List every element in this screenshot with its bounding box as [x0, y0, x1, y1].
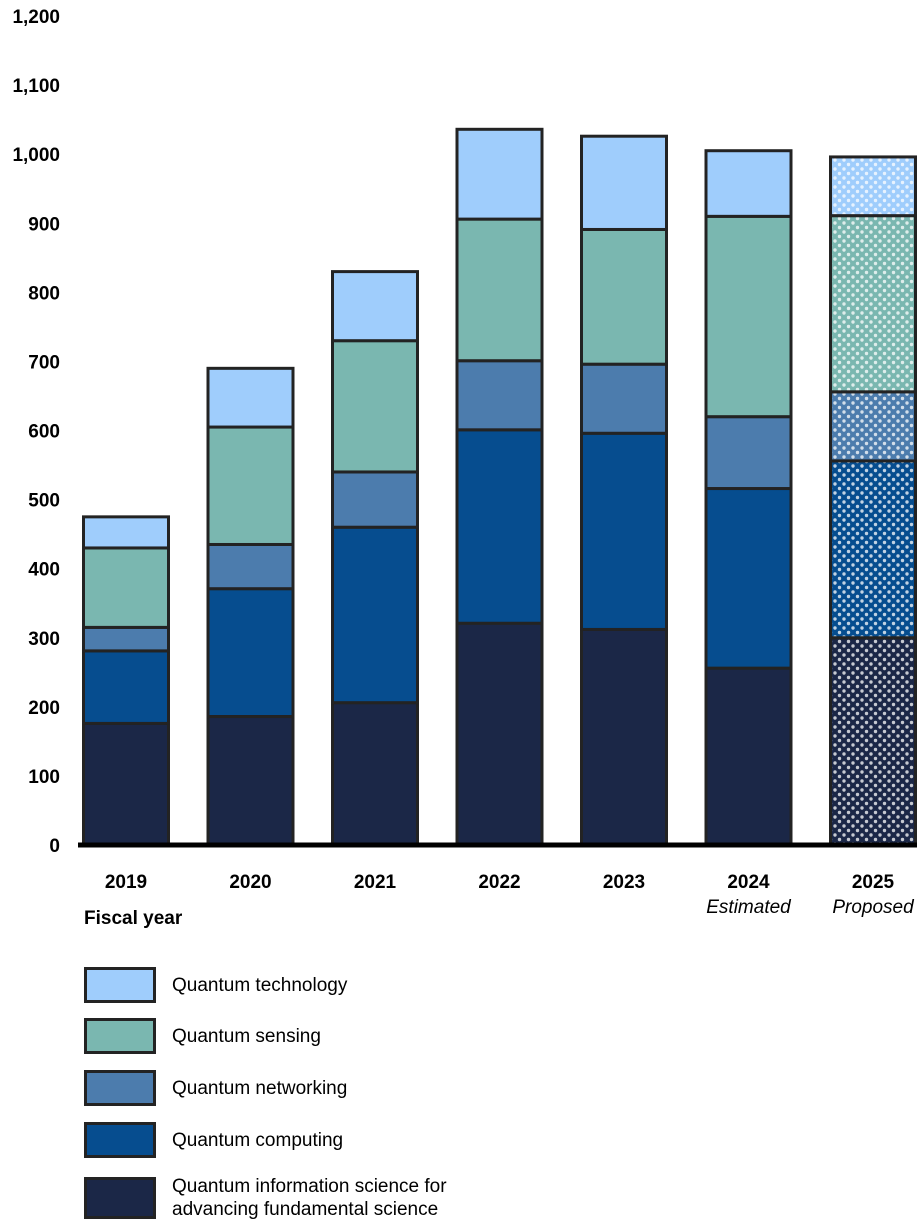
- y-tick-label: 1,100: [12, 76, 60, 97]
- x-tick-label: 2022: [478, 872, 520, 893]
- y-tick-label: 100: [28, 767, 60, 788]
- bar-segment: [331, 701, 419, 847]
- legend-item: Quantum technology: [84, 967, 347, 1003]
- bar-segment: [82, 625, 170, 653]
- y-tick-label: 900: [28, 214, 60, 235]
- y-tick-label: 400: [28, 560, 60, 581]
- bar-segment: [82, 649, 170, 725]
- legend-swatch: [84, 1177, 156, 1219]
- bars: [82, 127, 917, 847]
- x-tick-label: 2020: [229, 872, 271, 893]
- bar-segment: [331, 270, 419, 343]
- bar-segment: [206, 542, 295, 591]
- y-tick-label: 200: [28, 698, 60, 719]
- legend-swatch: [84, 967, 156, 1003]
- y-tick-label: 700: [28, 352, 60, 373]
- bar-segment: [331, 525, 419, 705]
- y-tick-label: 1,200: [12, 7, 60, 28]
- bar-segment: [704, 415, 793, 491]
- bar-segment: [580, 227, 668, 366]
- bar-segment: [580, 362, 668, 435]
- y-tick-label: 800: [28, 283, 60, 304]
- x-tick-note: Estimated: [706, 897, 792, 918]
- bar-segment: [704, 487, 793, 670]
- x-tick-label: 2019: [105, 872, 147, 893]
- bar-segment: [829, 390, 917, 463]
- x-axis-title: Fiscal year: [84, 908, 183, 929]
- bar-segment: [829, 636, 917, 847]
- bar-segment: [704, 666, 793, 847]
- bar-segment: [829, 459, 917, 640]
- legend-label: Quantum information science for advancin…: [172, 1176, 447, 1220]
- bar-segment: [829, 214, 917, 394]
- x-tick-label: 2025: [852, 872, 895, 893]
- legend-swatch: [84, 1070, 156, 1106]
- bar-segment: [580, 627, 668, 847]
- bar-segment: [704, 214, 793, 419]
- legend-label: Quantum networking: [172, 1077, 348, 1099]
- legend-item: Quantum sensing: [84, 1018, 321, 1054]
- y-tick-label: 0: [49, 836, 60, 857]
- bar-segment: [82, 721, 170, 847]
- bar-segment: [455, 359, 544, 432]
- legend-item: Quantum information science for advancin…: [84, 1175, 447, 1221]
- x-tick-label: 2024: [727, 872, 770, 893]
- bar-segment: [82, 546, 170, 629]
- legend-label: Quantum sensing: [172, 1025, 321, 1047]
- y-axis-ticks: 0 100 200 300 400 500 600 700 800 900 1,000 1,100 1,…: [12, 7, 60, 857]
- stacked-bar-chart: 0 100 200 300 400 500 600 700 800 900 1,000 1,100 1,…: [12, 7, 917, 918]
- legend-item: Quantum networking: [84, 1070, 347, 1106]
- y-tick-label: 500: [28, 491, 60, 512]
- legend-label: Quantum technology: [172, 974, 348, 996]
- bar-segment: [455, 127, 544, 221]
- y-tick-label: 1,000: [12, 145, 60, 166]
- y-tick-label: 300: [28, 629, 60, 650]
- bar-segment: [206, 366, 295, 429]
- legend-swatch: [84, 1122, 156, 1158]
- y-tick-label: 600: [28, 422, 60, 443]
- bar-segment: [455, 428, 544, 625]
- x-tick-note: Proposed: [832, 897, 915, 918]
- bar-segment: [331, 339, 419, 474]
- x-axis-labels: 2019 2020 2021 2022 2023 2024 Estimated 2025 Pro…: [105, 872, 915, 918]
- bar-segment: [829, 155, 917, 218]
- bar-segment: [206, 587, 295, 719]
- bar-segment: [206, 425, 295, 546]
- bar-segment: [455, 621, 544, 847]
- bar-segment: [206, 715, 295, 847]
- legend-swatch: [84, 1018, 156, 1054]
- legend-label: Quantum computing: [172, 1129, 344, 1151]
- bar-segment: [580, 134, 668, 231]
- bar-segment: [455, 217, 544, 363]
- bar-segment: [580, 431, 668, 631]
- bar-segment: [704, 149, 793, 218]
- x-tick-label: 2023: [603, 872, 645, 893]
- legend-item: Quantum computing: [84, 1122, 343, 1158]
- bar-segment: [82, 515, 170, 550]
- bar-segment: [331, 470, 419, 529]
- x-tick-label: 2021: [354, 872, 397, 893]
